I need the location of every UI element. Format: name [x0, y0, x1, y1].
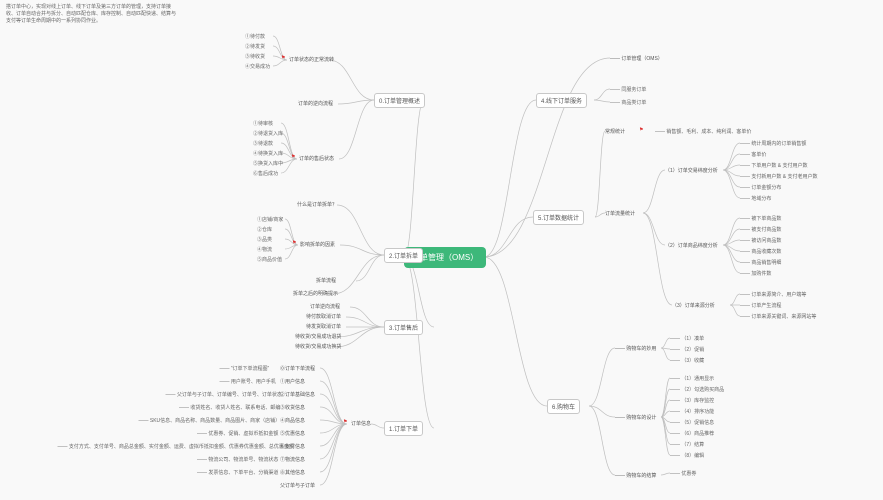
group: —— 购物车的结算 [615, 472, 656, 479]
tag: 订单的售后状态 [299, 155, 334, 162]
flag-icon: ⚑ [639, 127, 643, 133]
tag: 订单的逆向流程 [298, 100, 333, 107]
flag-icon: ⚑ [292, 240, 296, 246]
sub: （1）订单交易纬度分析 [665, 167, 718, 174]
leaf: ①待付款 [245, 33, 265, 40]
row-l: —— 发票信息、下单平台、分销渠道 [197, 469, 278, 476]
leaf: —— （2）勾选购买商品 [670, 386, 724, 393]
group: —— 购物车的设计 [615, 414, 656, 421]
tag: 订单状态的正常流转 [289, 56, 334, 63]
leaf: ③待收货 [245, 53, 265, 60]
leaf: —— 销售额、毛利、成本、纯利润、客单价 [655, 128, 751, 135]
b2: 2.订单拆单 [384, 248, 423, 263]
leaf: —— 同服务订单 [610, 86, 646, 93]
row-l: —— 优惠券、促销、虚拟币抵扣金额 [197, 430, 278, 437]
leaf: —— （1）通用显示 [670, 375, 714, 382]
tag: 什么是订单拆单？ [297, 201, 337, 208]
row-r: ⓪订单下单流程 [280, 365, 315, 372]
row-r: ③收货信息 [280, 404, 305, 411]
row-l: —— 支付方式、支付单号、商品总金额、实付金额、运费、虚拟币抵扣金额、优惠券优惠… [58, 443, 294, 450]
leaf: ②待发货 [245, 43, 265, 50]
page-description: 搭订单中心，实现对线上订单、线下订单及第三方订单的管理，支持订单接收、订单自动合… [6, 4, 176, 25]
leaf: ②仓库 [257, 226, 272, 233]
row-l: —— “订单下单流程图” [220, 365, 270, 372]
b1: 1.订单下单 [384, 421, 423, 436]
leaf: —— （6）商品推荐 [670, 430, 714, 437]
leaf: —— 商品销售明细 [740, 259, 781, 266]
tag: 待付款取消订单 [306, 313, 341, 320]
leaf: —— 被支付商品数 [740, 226, 781, 233]
leaf: —— （5）促销信息 [670, 419, 714, 426]
row-l: —— 收货姓名、收货人姓名、联系电话、邮编 [179, 404, 280, 411]
leaf: ⑤商品价值 [257, 256, 282, 263]
leaf: —— 订单来源简介、用户端等 [740, 291, 806, 298]
leaf: —— 地域分布 [740, 195, 771, 202]
tag: 待收货/交易成功退货 [295, 333, 341, 340]
group: 常规统计 [605, 128, 625, 135]
leaf: —— （8）编辑 [670, 452, 704, 459]
leaf: —— （3）收藏 [670, 357, 704, 364]
leaf: —— （3）库存监控 [670, 397, 714, 404]
leaf: ①待审核 [253, 120, 273, 127]
leaf: ②待退货入库 [253, 130, 283, 137]
group: —— 购物车的妙用 [615, 345, 656, 352]
leaf: ①店铺/商家 [257, 216, 283, 223]
r5: 5.订单数据统计 [533, 210, 584, 225]
leaf: ③品类 [257, 236, 272, 243]
leaf: ③待退款 [253, 140, 273, 147]
sub: （3）订单来源分析 [672, 302, 715, 309]
leaf: ④物流 [257, 246, 272, 253]
leaf: —— 统计周期内的订单销售额 [740, 140, 806, 147]
tag: 影响拆单的因素 [300, 241, 335, 248]
leaf: —— （2）促销 [670, 346, 704, 353]
row-r: ⑧其他信息 [280, 469, 305, 476]
row-l: —— 父订单与子订单、订单编号、订单号、订单状态 [166, 391, 282, 398]
tag: 订单逆向流程 [310, 303, 340, 310]
leaf: ④交易成功 [245, 63, 270, 70]
leaf: —— （4）排序功能 [670, 408, 714, 415]
leaf: —— 被下单商品数 [740, 215, 781, 222]
leaf: —— 支付新用户数 & 支付老用户数 [740, 173, 818, 180]
leaf: —— （7）结算 [670, 441, 704, 448]
r6: 6.购物车 [547, 399, 580, 414]
tag: 拆单之后的明确提示 [293, 290, 338, 297]
flag-icon: ⚑ [281, 55, 285, 61]
leaf: —— 优惠券 [670, 470, 696, 477]
note: —— 订单管理（OMS） [610, 55, 663, 62]
b0: 0.订单管理概述 [374, 93, 425, 108]
leaf: ⑤换货入库中 [253, 160, 283, 167]
group: 订单流量统计 [605, 210, 635, 217]
row-r: ⑦物流信息 [280, 456, 305, 463]
row-r: ②订单基础信息 [280, 391, 315, 398]
row-r: ①用户信息 [280, 378, 305, 385]
row-r: 父订单与子订单 [280, 482, 315, 489]
row-l: —— 用户账号、用户手机 [220, 378, 276, 385]
tag: 拆单流程 [316, 277, 336, 284]
leaf: ④待换货入库 [253, 150, 283, 157]
leaf: —— 订单产生流程 [740, 302, 781, 309]
leaf: —— 客单价 [740, 151, 766, 158]
row-l: —— SKU信息、商品名称、商品数量、商品图片、商家（店铺） [139, 417, 281, 424]
leaf: —— 商品类订单 [610, 99, 646, 106]
leaf: —— 订单金额分布 [740, 184, 781, 191]
sub: （2）订单商品纬度分析 [665, 242, 718, 249]
leaf: —— 加购件数 [740, 270, 771, 277]
flag-icon: ⚑ [291, 154, 295, 160]
tag: 待发货取消订单 [306, 323, 341, 330]
leaf: —— 下单用户数 & 支付用户数 [740, 162, 808, 169]
row-r: ④商品信息 [280, 417, 305, 424]
r4: 4.线下订单服务 [536, 93, 587, 108]
row-r: ⑤优惠信息 [280, 430, 305, 437]
tag: 待收货/交易成功换货 [295, 343, 341, 350]
leaf: —— （1）凑单 [670, 335, 704, 342]
leaf: —— 商品收藏次数 [740, 248, 781, 255]
flag-icon: ⚑ [343, 419, 347, 425]
tag: 订单信息 [351, 420, 371, 427]
leaf: —— 被访问商品数 [740, 237, 781, 244]
leaf: —— 订单来源关键词、来源网站等 [740, 313, 816, 320]
leaf: ⑥售后成功 [253, 170, 278, 177]
row-l: —— 物流公司、物流单号、物流状态 [197, 456, 278, 463]
b3: 3.订单售后 [384, 320, 423, 335]
